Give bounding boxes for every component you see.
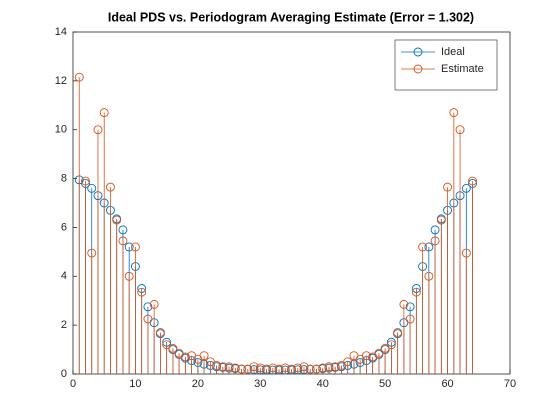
stem-marker xyxy=(299,362,309,372)
stem-marker xyxy=(287,364,296,374)
stem-marker xyxy=(118,225,128,235)
stem-marker xyxy=(87,248,97,258)
stem-marker xyxy=(418,242,428,252)
stem-marker xyxy=(137,287,147,297)
x-tick-label: 10 xyxy=(129,378,141,390)
stem-marker xyxy=(468,176,477,186)
stem-marker xyxy=(243,364,253,374)
stem-marker xyxy=(143,302,153,312)
stem-marker xyxy=(130,242,140,252)
chart-title: Ideal PDS vs. Periodogram Averaging Esti… xyxy=(108,10,474,24)
legend-marker xyxy=(413,47,423,57)
stem-marker xyxy=(81,176,90,186)
stem-marker xyxy=(249,362,259,372)
stem-marker xyxy=(430,225,440,235)
stem-marker xyxy=(87,183,97,193)
stem-marker xyxy=(143,314,153,324)
legend-marker xyxy=(413,64,423,74)
stem-marker xyxy=(74,72,84,82)
stem-marker xyxy=(255,363,265,373)
stem-marker xyxy=(118,236,128,246)
stem-marker xyxy=(436,215,446,225)
stem-marker xyxy=(237,364,247,374)
stem-marker xyxy=(424,271,434,281)
y-tick-label: 6 xyxy=(61,221,67,233)
stem-marker xyxy=(268,365,278,375)
y-tick-label: 4 xyxy=(61,270,67,282)
stem-marker xyxy=(106,182,115,192)
stem-marker xyxy=(386,340,396,350)
stem-marker xyxy=(274,364,284,374)
x-tick-label: 0 xyxy=(70,378,76,390)
stem-marker xyxy=(443,182,453,192)
y-tick-label: 12 xyxy=(55,75,67,87)
stem-marker xyxy=(361,351,371,361)
stem-marker xyxy=(405,302,415,312)
y-tick-label: 2 xyxy=(61,319,67,331)
stem-marker xyxy=(212,361,222,370)
stem-marker xyxy=(280,365,290,375)
legend-box xyxy=(394,39,498,91)
x-tick-label: 70 xyxy=(504,378,516,390)
stem-marker xyxy=(318,363,328,373)
y-tick-label: 10 xyxy=(55,124,67,136)
stem-marker xyxy=(430,236,440,246)
stem-marker xyxy=(230,363,240,373)
stem-marker xyxy=(149,299,159,309)
stem-marker xyxy=(168,343,178,353)
x-tick-label: 40 xyxy=(317,378,329,390)
stem-marker xyxy=(330,362,340,372)
stem-marker xyxy=(199,351,209,361)
legend-label: Estimate xyxy=(441,63,484,75)
x-tick-label: 30 xyxy=(254,378,266,390)
stem-marker xyxy=(461,248,471,258)
stem-marker xyxy=(93,125,103,135)
stem-marker xyxy=(124,242,134,252)
stem-marker xyxy=(262,364,271,374)
stem-marker xyxy=(293,363,303,373)
y-tick-label: 8 xyxy=(61,172,67,184)
stem-marker xyxy=(312,364,321,374)
x-tick-label: 50 xyxy=(379,378,391,390)
stem-marker xyxy=(280,363,290,373)
stem-marker xyxy=(180,352,190,362)
stem-marker xyxy=(268,363,278,373)
stem-marker xyxy=(461,183,471,193)
y-tick-label: 14 xyxy=(55,26,67,38)
stem-marker xyxy=(112,215,122,225)
stem-marker xyxy=(305,364,315,374)
stem-marker xyxy=(218,362,228,372)
stem-marker xyxy=(224,362,234,372)
stem-marker xyxy=(424,242,434,252)
stem-marker xyxy=(449,108,459,118)
stem-marker xyxy=(343,357,353,367)
stem-marker xyxy=(405,314,415,324)
y-tick-label: 0 xyxy=(61,368,67,380)
stem-marker xyxy=(324,362,334,372)
stem-marker xyxy=(455,125,465,135)
stem-marker xyxy=(399,299,409,309)
legend-label: Ideal xyxy=(441,46,465,58)
stem-marker xyxy=(374,348,384,358)
x-tick-label: 20 xyxy=(192,378,204,390)
stem-marker xyxy=(99,108,109,118)
stem-marker xyxy=(411,287,421,297)
stem-marker xyxy=(124,271,134,281)
x-tick-label: 60 xyxy=(441,378,453,390)
stem-marker xyxy=(155,328,165,337)
stem-marker xyxy=(393,328,403,337)
